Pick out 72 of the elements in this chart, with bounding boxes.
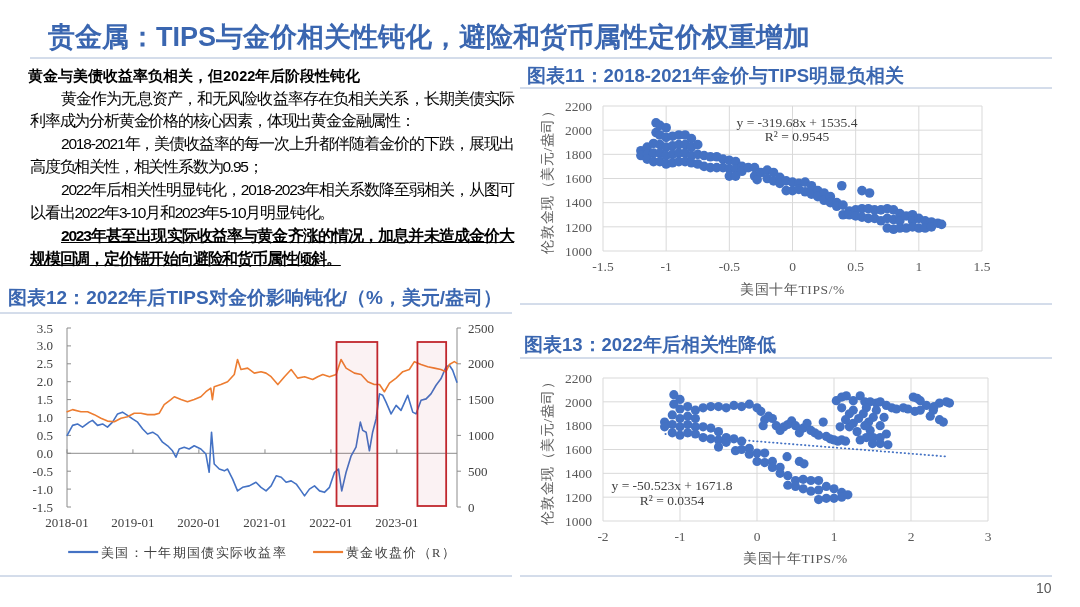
text: 10 [1036, 580, 1052, 597]
line-series [66, 364, 458, 497]
y2-tick-label: 0 [468, 499, 475, 515]
y-tick-label: 1000 [565, 243, 593, 259]
x-tick-label: 0 [753, 529, 761, 544]
y-tick-label: 2000 [565, 122, 593, 138]
x-tick-label: 3 [984, 529, 992, 544]
y-tick-label: 2.5 [36, 356, 53, 372]
annotation: y = -319.68x + 1535.4 [736, 115, 858, 130]
x-tick-label: 2 [907, 529, 915, 544]
x-axis-title: 美国十年TIPS/% [743, 551, 848, 566]
y-tick-label: -0.5 [32, 463, 53, 479]
y-tick-label: 0.0 [36, 445, 53, 461]
text: 2023年甚至出现实际收益率与黄金齐涨的情况，加息并未造成金价大规模回调，定价锚开始向避险和货币属性倾斜。 [30, 225, 514, 270]
y-tick-label: 2200 [565, 370, 593, 386]
annotation: y = -50.523x + 1671.8 [611, 478, 733, 493]
legend-label: 美国：十年期国债实际收益率 [101, 544, 288, 560]
y-tick-label: -1.5 [32, 499, 53, 515]
text: 黄金作为无息资产，和无风险收益率存在负相关关系，长期美债实际利率成为分析黄金价格的核心因素，体现出黄金金融属性： [30, 88, 514, 132]
x-tick-label: 2018-01 [45, 515, 89, 530]
x-tick-label: 2019-01 [111, 515, 155, 530]
legend-label: 黄金收盘价（R） [346, 545, 456, 560]
x-tick-label: 1.5 [973, 259, 991, 274]
x-tick-label: 2021-01 [243, 515, 287, 530]
x-tick-label: -1.5 [592, 259, 614, 274]
text: 2022年后相关性明显钝化，2018-2023年相关系数降至弱相关，从图可以看出2022年3-10月和2023年5-10月明显钝化。 [30, 180, 514, 224]
x-tick-label: 2022-01 [309, 515, 353, 530]
y-tick-label: 1.5 [36, 392, 53, 408]
y-tick-label: 3.5 [36, 320, 53, 336]
y-axis-title: 伦敦金现（美元/盎司） [540, 103, 555, 254]
y-tick-label: 3.0 [36, 338, 53, 354]
text: 黄金与美债收益率负相关，但2022年后阶段性钝化 [28, 67, 361, 86]
y-tick-label: 2200 [565, 98, 593, 114]
text: 2018-2021年，美债收益率的每一次上升都伴随着金价的下跌，展现出高度负相关性，相关性系数为0.95； [30, 134, 514, 178]
x-axis-title: 美国十年TIPS/% [740, 282, 845, 297]
x-tick-label: 2020-01 [177, 515, 221, 530]
x-tick-label: 0 [789, 259, 797, 274]
x-tick-label: -1 [674, 529, 686, 544]
y-axis-title: 伦敦金现（美元/盎司） [540, 374, 555, 525]
y2-tick-label: 2000 [468, 356, 494, 372]
x-tick-label: -0.5 [718, 259, 741, 274]
x-tick-label: -2 [597, 529, 609, 544]
y-tick-label: 2.0 [36, 374, 53, 390]
y-tick-label: 1000 [565, 513, 593, 529]
y-tick-label: 1200 [565, 219, 593, 235]
y2-tick-label: 1000 [468, 427, 494, 443]
y-tick-label: 1400 [565, 195, 593, 211]
line-series [66, 358, 458, 423]
annotation: R² = 0.0354 [639, 493, 705, 508]
y-tick-label: 1600 [565, 171, 593, 187]
y-tick-label: 1200 [565, 489, 593, 505]
y-tick-label: 0.5 [36, 427, 53, 443]
annotation: R² = 0.9545 [764, 129, 830, 144]
y-tick-label: 1.0 [36, 410, 53, 426]
y2-tick-label: 2500 [468, 320, 494, 336]
chart-title: 图表13：2022年后相关性降低 [524, 334, 776, 355]
y-tick-label: 1400 [565, 466, 593, 482]
y2-tick-label: 1500 [468, 392, 494, 408]
y2-tick-label: 500 [468, 463, 488, 479]
x-tick-label: 1 [915, 259, 923, 274]
y-tick-label: 1800 [565, 418, 593, 434]
y-tick-label: 1600 [565, 442, 593, 458]
y-tick-label: 2000 [565, 394, 593, 410]
chart-title: 图表11：2018-2021年金价与TIPS明显负相关 [527, 65, 905, 86]
y-tick-label: 1800 [565, 147, 593, 163]
x-tick-label: 2023-01 [375, 515, 419, 530]
x-tick-label: -1 [660, 259, 672, 274]
x-tick-label: 0.5 [847, 259, 865, 274]
x-tick-label: 1 [830, 529, 838, 544]
y-tick-label: -1.0 [32, 481, 53, 497]
text: 贵金属：TIPS与金价相关性钝化，避险和货币属性定价权重增加 [48, 21, 811, 54]
chart-title: 图表12：2022年后TIPS对金价影响钝化/（%，美元/盎司） [8, 287, 503, 308]
